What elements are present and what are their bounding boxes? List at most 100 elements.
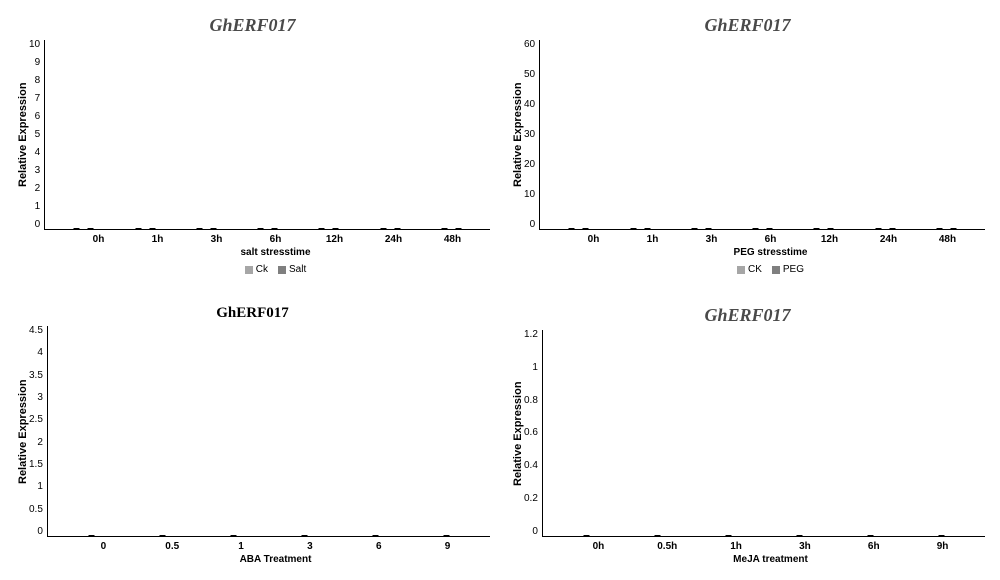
legend-item: CK xyxy=(737,264,762,275)
chart-title: GhERF017 xyxy=(15,15,490,36)
legend-label: CK xyxy=(748,264,762,275)
y-tick: 0.6 xyxy=(524,428,538,438)
y-tick: 2.5 xyxy=(29,415,43,425)
y-tick: 20 xyxy=(524,160,535,170)
x-tick-label: 6 xyxy=(344,541,413,552)
x-tick-label: 0h xyxy=(69,234,128,245)
y-tick: 4 xyxy=(35,148,41,158)
y-tick: 30 xyxy=(524,130,535,140)
x-tick-label: 12h xyxy=(305,234,364,245)
y-tick: 0 xyxy=(530,220,536,230)
y-tick: 3 xyxy=(35,166,41,176)
legend-swatch xyxy=(737,266,745,274)
y-tick: 1 xyxy=(35,202,41,212)
legend: CK PEG xyxy=(556,264,985,275)
x-axis-labels: 0h1h3h6h12h24h48h xyxy=(556,230,985,245)
y-tick: 8 xyxy=(35,76,41,86)
chart-grid: GhERF017 Relative Expression 10987654321… xyxy=(15,15,985,565)
y-tick: 10 xyxy=(524,190,535,200)
y-tick: 7 xyxy=(35,94,41,104)
x-tick-label: 6h xyxy=(741,234,800,245)
y-tick: 1.5 xyxy=(29,460,43,470)
plot-area xyxy=(44,40,490,230)
y-tick: 1 xyxy=(532,363,538,373)
x-tick-label: 1h xyxy=(128,234,187,245)
x-tick-label: 0h xyxy=(564,541,633,552)
y-tick: 3.5 xyxy=(29,371,43,381)
legend-swatch xyxy=(245,266,253,274)
y-tick: 4.5 xyxy=(29,326,43,336)
chart-title: GhERF017 xyxy=(15,305,490,322)
legend-label: PEG xyxy=(783,264,804,275)
y-tick: 3 xyxy=(37,393,43,403)
y-tick: 0.4 xyxy=(524,461,538,471)
y-tick: 60 xyxy=(524,40,535,50)
legend-label: Salt xyxy=(289,264,306,275)
chart-meja: GhERF017 Relative Expression 1.2 1 0.8 0.6 0… xyxy=(510,305,985,565)
x-tick-label: 6h xyxy=(839,541,908,552)
y-tick: 0 xyxy=(37,527,43,537)
y-axis: 1.2 1 0.8 0.6 0.4 0.2 0 xyxy=(524,330,542,537)
plot-area xyxy=(539,40,985,230)
y-axis-label: Relative Expression xyxy=(510,330,524,537)
y-axis-label: Relative Expression xyxy=(510,40,524,230)
legend-label: Ck xyxy=(256,264,268,275)
legend-item: Ck xyxy=(245,264,268,275)
y-axis: 4.5 4 3.5 3 2.5 2 1.5 1 0.5 0 xyxy=(29,326,47,537)
x-axis-labels: 0h1h3h6h12h24h48h xyxy=(61,230,490,245)
legend: Ck Salt xyxy=(61,264,490,275)
y-axis-label: Relative Expression xyxy=(15,40,29,230)
y-axis: 109876543210 xyxy=(29,40,44,230)
chart-peg: GhERF017 Relative Expression 60504030201… xyxy=(510,15,985,275)
plot-area xyxy=(47,326,490,537)
y-tick: 5 xyxy=(35,130,41,140)
x-tick-label: 3h xyxy=(770,541,839,552)
y-tick: 0 xyxy=(35,220,41,230)
y-axis-label: Relative Expression xyxy=(15,326,29,537)
chart-title: GhERF017 xyxy=(510,305,985,326)
y-tick: 50 xyxy=(524,70,535,80)
x-tick-label: 0.5h xyxy=(633,541,702,552)
x-tick-label: 3h xyxy=(187,234,246,245)
x-tick-label: 6h xyxy=(246,234,305,245)
y-tick: 0.5 xyxy=(29,505,43,515)
y-tick: 0.2 xyxy=(524,494,538,504)
y-tick: 9 xyxy=(35,58,41,68)
x-tick-label: 1 xyxy=(207,541,276,552)
x-tick-label: 3 xyxy=(275,541,344,552)
y-tick: 1 xyxy=(37,482,43,492)
x-axis-title: PEG stresstime xyxy=(556,247,985,258)
x-tick-label: 48h xyxy=(423,234,482,245)
plot-area xyxy=(542,330,985,537)
x-tick-label: 1h xyxy=(623,234,682,245)
legend-swatch xyxy=(278,266,286,274)
x-tick-label: 0h xyxy=(564,234,623,245)
y-tick: 0.8 xyxy=(524,396,538,406)
y-tick: 10 xyxy=(29,40,40,50)
x-axis-title: salt stresstime xyxy=(61,247,490,258)
x-tick-label: 3h xyxy=(682,234,741,245)
y-tick: 6 xyxy=(35,112,41,122)
x-tick-label: 0 xyxy=(69,541,138,552)
x-tick-label: 1h xyxy=(702,541,771,552)
y-tick: 4 xyxy=(37,348,43,358)
x-axis-title: MeJA treatment xyxy=(556,554,985,565)
x-tick-label: 24h xyxy=(364,234,423,245)
x-tick-label: 9h xyxy=(908,541,977,552)
x-tick-label: 48h xyxy=(918,234,977,245)
x-tick-label: 9 xyxy=(413,541,482,552)
y-tick: 40 xyxy=(524,100,535,110)
y-tick: 0 xyxy=(532,527,538,537)
x-tick-label: 0.5 xyxy=(138,541,207,552)
legend-item: Salt xyxy=(278,264,306,275)
y-tick: 1.2 xyxy=(524,330,538,340)
chart-aba: GhERF017 Relative Expression 4.5 4 3.5 3 2.5… xyxy=(15,305,490,565)
x-axis-labels: 0h0.5h1h3h6h9h xyxy=(556,537,985,552)
y-tick: 2 xyxy=(37,438,43,448)
legend-item: PEG xyxy=(772,264,804,275)
y-axis: 60 50 40 30 20 10 0 xyxy=(524,40,539,230)
x-axis-labels: 00.51369 xyxy=(61,537,490,552)
x-tick-label: 12h xyxy=(800,234,859,245)
chart-salt: GhERF017 Relative Expression 10987654321… xyxy=(15,15,490,275)
y-tick: 2 xyxy=(35,184,41,194)
